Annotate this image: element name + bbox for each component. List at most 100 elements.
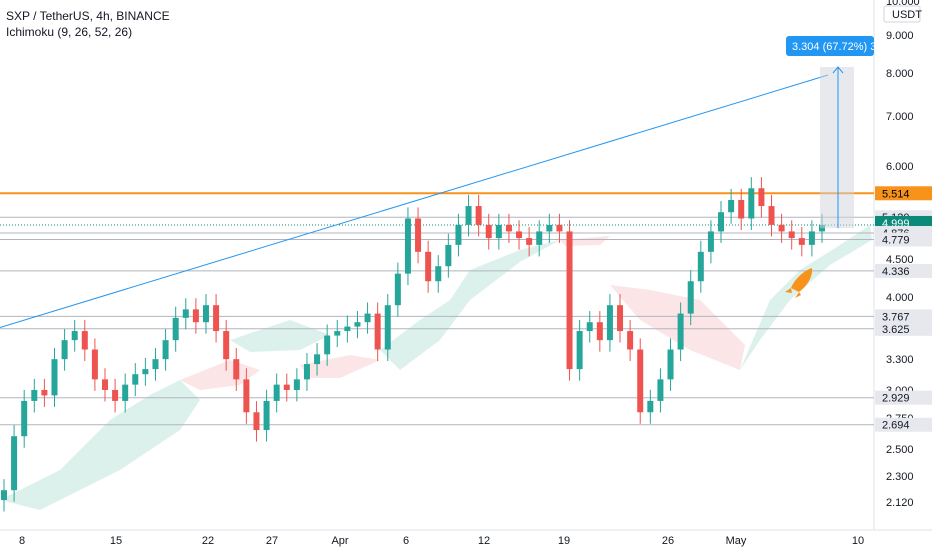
time-tick-label: 19 <box>558 535 570 547</box>
rocket-body <box>791 268 813 292</box>
candle-body <box>606 305 613 341</box>
price-tick-label: 6.000 <box>886 161 914 173</box>
candle-body <box>243 379 250 413</box>
candle-body <box>394 273 401 306</box>
time-tick-label: 10 <box>852 535 864 547</box>
candle-body <box>697 251 704 282</box>
candle-body <box>192 309 199 323</box>
time-tick-label: 27 <box>266 535 278 547</box>
candle-body <box>546 224 553 232</box>
price-tag-bg <box>875 186 932 201</box>
time-tick-label: 6 <box>403 535 409 547</box>
candle-body <box>495 224 502 239</box>
measure-label: 3.304 (67.72%) 330 <box>792 41 889 53</box>
candle-body <box>61 340 68 360</box>
price-tag-bg <box>875 232 932 247</box>
cloud-segment <box>0 380 200 510</box>
candle-body <box>122 384 129 401</box>
grid <box>0 0 932 531</box>
candle-body <box>455 224 462 245</box>
candle-body <box>404 218 411 274</box>
candle-body <box>526 238 533 245</box>
candle-body <box>213 305 220 332</box>
candle-body <box>233 359 240 380</box>
candle-body <box>728 200 735 213</box>
candle-body <box>71 331 78 341</box>
candle-body <box>758 188 765 207</box>
candle-body <box>182 309 189 318</box>
candle-body <box>586 322 593 332</box>
candle-body <box>819 224 825 232</box>
price-tag-label: 3.767 <box>882 311 910 323</box>
rocket-icon <box>785 268 813 298</box>
candle-body <box>21 400 28 437</box>
candle-body <box>435 266 442 282</box>
measure-area <box>820 66 854 229</box>
price-tag-label: 2.929 <box>882 393 910 405</box>
candle-body <box>354 322 361 327</box>
price-tag-bg <box>875 321 932 336</box>
currency-badge <box>883 5 921 23</box>
cloud-segment <box>380 240 560 370</box>
candle-body <box>223 331 230 360</box>
candle-body <box>566 231 573 370</box>
candle-body <box>132 374 139 385</box>
candle-body <box>738 200 745 219</box>
time-tick-label: 12 <box>478 535 490 547</box>
candle-body <box>101 379 108 390</box>
price-tag-label: 3.625 <box>882 324 910 336</box>
candle-body <box>475 206 482 225</box>
time-tick-label: 26 <box>662 535 674 547</box>
chart-legend: SXP / TetherUS, 4h, BINANCE Ichimoku (9,… <box>6 8 170 40</box>
candle-body <box>657 379 664 401</box>
symbol-title: SXP / TetherUS, 4h, BINANCE <box>6 9 170 23</box>
cloud-segment <box>180 360 260 390</box>
candle-body <box>172 317 179 341</box>
time-axis[interactable]: 8 15 22 27 Apr 6 12 19 26 May 10 <box>19 535 864 547</box>
candle-body <box>617 305 624 332</box>
candle-body <box>677 313 684 350</box>
candlesticks <box>1 177 825 512</box>
trend-line[interactable] <box>0 74 829 328</box>
time-tick-label: 15 <box>110 535 122 547</box>
price-tag-bg <box>875 417 932 432</box>
candle-body <box>202 305 209 323</box>
candle-body <box>808 231 815 245</box>
candle-body <box>778 224 785 232</box>
time-tick-label: 8 <box>19 535 25 547</box>
candle-body <box>505 224 512 232</box>
candle-body <box>768 206 775 225</box>
candle-body <box>415 218 422 252</box>
price-tag-label: 2.694 <box>882 420 910 432</box>
candle-body <box>293 379 300 390</box>
price-tick-label: 10.000 <box>886 0 920 8</box>
candle-body <box>283 384 290 390</box>
candle-body <box>81 331 88 350</box>
candle-body <box>667 349 674 380</box>
price-tag-bg <box>875 309 932 324</box>
candle-body <box>314 354 321 365</box>
candle-body <box>51 359 58 396</box>
price-tag-bg <box>875 390 932 405</box>
candle-body <box>374 313 381 350</box>
candle-body <box>253 412 260 431</box>
rocket-fin <box>785 288 801 298</box>
candle-body <box>334 331 341 336</box>
candle-body <box>162 340 169 360</box>
candle-body <box>718 212 725 232</box>
price-range-measure[interactable]: 3.304 (67.72%) 330 <box>786 36 889 229</box>
candle-body <box>344 326 351 332</box>
cloud-segment <box>300 355 380 378</box>
time-tick-label: May <box>726 535 747 547</box>
candle-body <box>647 400 654 413</box>
price-tag-label: 4.336 <box>882 266 910 278</box>
price-tag-bg <box>875 263 932 278</box>
candle-body <box>516 231 523 239</box>
candle-body <box>263 400 270 431</box>
candle-body <box>687 281 694 314</box>
horizontal-levels <box>0 192 874 426</box>
price-axis[interactable]: 10.0009.0008.0007.0006.0005.0004.5004.00… <box>883 0 922 509</box>
candle-body <box>445 244 452 267</box>
cloud-segment <box>230 320 330 352</box>
